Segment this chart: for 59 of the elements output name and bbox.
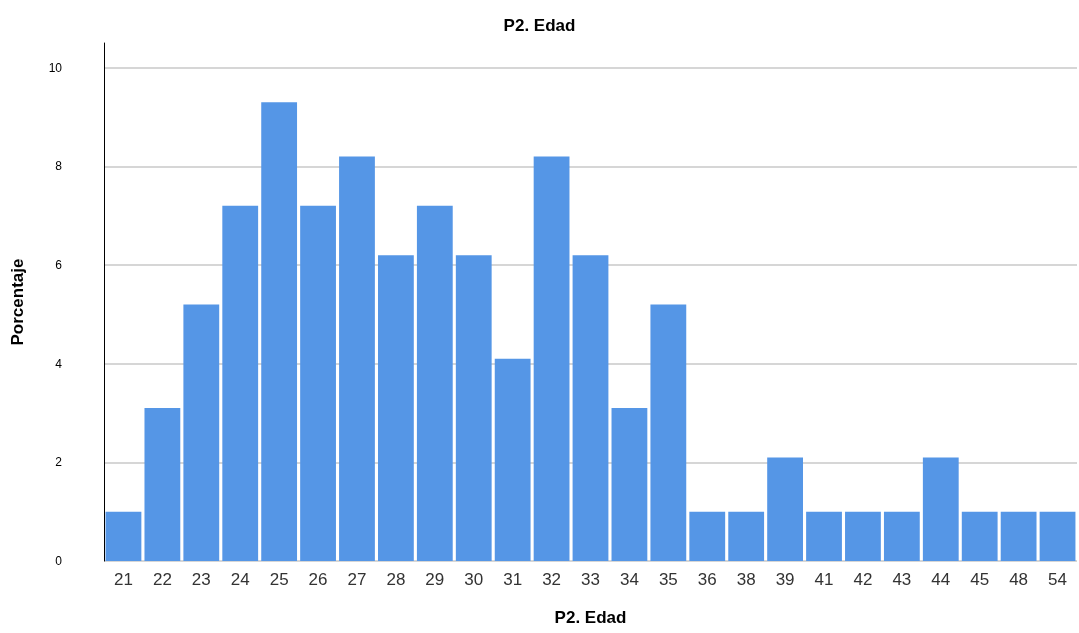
y-tick-label: 0	[55, 554, 63, 568]
bar	[806, 511, 842, 561]
bar	[183, 304, 220, 561]
bar	[416, 205, 453, 561]
x-tick-label: 22	[152, 570, 172, 589]
x-tick-label: 31	[503, 570, 523, 589]
bar	[261, 102, 298, 561]
x-tick-label: 24	[230, 570, 250, 589]
x-tick-label: 27	[347, 570, 367, 589]
bar	[883, 511, 920, 561]
y-axis-title: Porcentaje	[8, 258, 27, 346]
x-tick-label: 29	[425, 570, 445, 589]
bar	[650, 304, 687, 561]
x-tick-label: 30	[464, 570, 484, 589]
x-tick-label: 32	[542, 570, 562, 589]
y-tick-label: 10	[48, 60, 63, 75]
bar	[961, 511, 998, 561]
bar	[455, 255, 492, 561]
x-tick-label: 44	[931, 570, 951, 589]
x-tick-label: 54	[1048, 570, 1067, 589]
bar	[572, 255, 609, 561]
y-tick-label: 6	[55, 258, 63, 272]
x-tick-label: 36	[697, 570, 717, 589]
x-tick-label: 35	[658, 570, 678, 589]
x-tick-label: 39	[775, 570, 795, 589]
x-tick-label: 34	[619, 570, 639, 589]
bar	[339, 156, 375, 561]
bar	[767, 457, 803, 561]
bar	[222, 205, 259, 561]
x-tick-label: 33	[581, 570, 600, 589]
y-tick-label: 4	[55, 356, 63, 371]
x-tick-label: 21	[114, 570, 133, 589]
x-tick-label: 45	[970, 570, 990, 589]
bar	[922, 457, 959, 561]
bar	[845, 511, 881, 561]
bar	[611, 408, 648, 561]
bar	[494, 358, 531, 561]
x-tick-label: 41	[814, 570, 834, 589]
x-tick-label: 38	[736, 570, 756, 589]
x-tick-label: 23	[191, 570, 211, 589]
bar	[144, 408, 181, 561]
x-tick-label: 48	[1009, 570, 1029, 589]
bar	[300, 205, 336, 561]
bar	[1000, 511, 1037, 561]
bar	[533, 156, 570, 561]
bar	[728, 511, 765, 561]
x-tick-label: 43	[892, 570, 912, 589]
bar	[689, 511, 726, 561]
x-tick-label: 28	[386, 570, 406, 589]
x-tick-label: 25	[269, 570, 289, 589]
bar	[1039, 511, 1076, 561]
bar	[378, 255, 414, 561]
x-axis-title: P2. Edad	[554, 608, 627, 627]
y-tick-label: 8	[55, 159, 63, 174]
x-tick-label: 26	[308, 570, 328, 589]
chart-title: P2. Edad	[503, 16, 576, 35]
bar	[105, 511, 142, 561]
x-tick-label: 42	[853, 570, 873, 589]
y-tick-label: 2	[55, 455, 63, 470]
